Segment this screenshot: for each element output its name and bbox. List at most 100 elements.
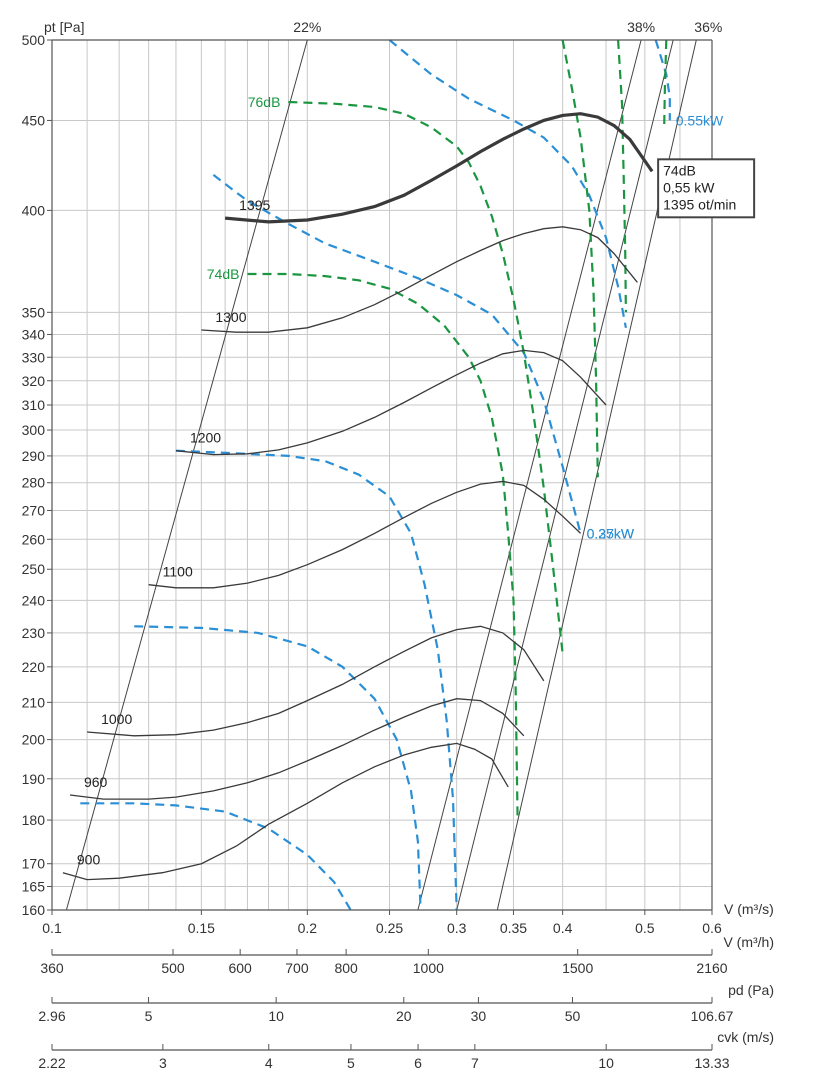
speed-curve-1200 [175,349,607,456]
speed-curve-label: 1300 [215,309,246,325]
secondary-tick-label: 800 [334,960,358,976]
speed-curve-1100 [148,480,582,589]
x-tick-label: 0.15 [188,920,215,936]
y-tick-label: 230 [22,625,46,641]
system-line [456,39,674,911]
y-tick-label: 165 [22,879,46,895]
speed-curve-900 [62,742,509,881]
speed-curve-960 [69,698,525,800]
y-tick-label: 320 [22,373,46,389]
noise-label: 76dB [248,94,281,110]
speed-curve-1000 [87,625,545,737]
y-tick-label: 330 [22,349,46,365]
secondary-tick-label: 20 [396,1008,412,1024]
noise-curve [663,39,668,126]
system-line [65,39,308,911]
y-tick-label: 310 [22,397,46,413]
secondary-tick-label: 5 [145,1008,153,1024]
secondary-tick-label: 13.33 [694,1055,729,1071]
power-label: 0.55kW [676,112,724,128]
system-line [417,39,642,911]
x-tick-label: 0.5 [635,920,655,936]
y-tick-label: 500 [22,32,46,48]
gridlines [51,39,713,911]
x-tick-label: 0.6 [702,920,722,936]
secondary-tick-label: 4 [265,1055,273,1071]
x-tick-label: 0.25 [376,920,403,936]
y-tick-label: 340 [22,326,46,342]
y-tick-label: 160 [22,902,46,918]
noise-curve [617,39,627,313]
power-curve [175,449,458,911]
noise-curve [561,39,599,478]
power-curve [134,625,422,911]
efficiency-label: 36% [694,19,722,35]
secondary-tick-label: 2160 [696,960,727,976]
y-tick-label: 300 [22,422,46,438]
y-tick-label: 240 [22,592,46,608]
chart-annotations: 900 960 1000 1100 1200 1300 1395 22% 38% 36% 76dB 7… [77,19,756,868]
secondary-tick-label: 10 [598,1055,614,1071]
info-box-line: 74dB [663,162,696,178]
y-tick-label: 190 [22,771,46,787]
y-tick-label: 250 [22,561,46,577]
speed-curve-label: 1000 [101,711,132,727]
x-tick-label: 0.4 [553,920,573,936]
secondary-tick-label: 30 [471,1008,487,1024]
secondary-tick-label: 7 [471,1055,479,1071]
y-tick-label: 450 [22,112,46,128]
secondary-tick-label: 106.67 [691,1008,734,1024]
x-tick-label: 0.35 [500,920,527,936]
y-tick-label: 210 [22,694,46,710]
x-axis-title: V (m³/s) [724,901,774,917]
secondary-tick-label: 1000 [413,960,444,976]
y-tick-label: 200 [22,732,46,748]
x-tick-label: 0.3 [447,920,467,936]
secondary-tick-label: 700 [285,960,309,976]
power-label: 0.25kW [587,525,635,541]
speed-curve-label: 1395 [239,197,270,213]
secondary-tick-label: 50 [565,1008,581,1024]
speed-curve-label: 1100 [163,564,193,580]
info-box-line: 0,55 kW [663,179,715,195]
secondary-axis-title: V (m³/h) [723,934,774,950]
y-tick-label: 280 [22,475,46,491]
speed-curve-label: 960 [84,774,108,790]
info-box-line: 1395 ot/min [663,196,736,212]
secondary-tick-label: 360 [40,960,64,976]
y-tick-label: 270 [22,502,46,518]
y-tick-label: 180 [22,812,46,828]
speed-curve-1300 [201,226,638,333]
secondary-tick-label: 600 [228,960,252,976]
power-curve [388,39,627,329]
power-curve [80,802,352,911]
secondary-tick-label: 5 [347,1055,355,1071]
efficiency-label: 22% [293,19,321,35]
power-label: 0.37kW [587,525,635,541]
secondary-tick-label: 3 [159,1055,167,1071]
chart-axes: 160 165 170 180 190 200 210 220 230 240 250 260 270 2… [22,19,774,936]
secondary-tick-label: 2.96 [38,1008,65,1024]
y-axis-title: pt [Pa] [44,19,84,35]
secondary-axis-title: pd (Pa) [728,982,774,998]
secondary-tick-label: 500 [161,960,185,976]
y-tick-label: 260 [22,531,46,547]
noise-curve [288,100,564,654]
x-tick-label: 0.2 [298,920,318,936]
secondary-axis-title: cvk (m/s) [717,1029,774,1045]
chart-series [62,39,697,911]
secondary-axes: 360 500 600 700 800 1000 1500 2160 V (m³/h) 2.96 5… [38,934,774,1071]
secondary-tick-label: 2.22 [38,1055,65,1071]
y-tick-label: 220 [22,659,46,675]
efficiency-label: 38% [627,19,655,35]
noise-label: 74dB [207,266,240,282]
secondary-tick-label: 6 [414,1055,422,1071]
power-curve [654,39,671,121]
secondary-tick-label: 1500 [562,960,593,976]
y-tick-label: 400 [22,202,46,218]
secondary-tick-label: 10 [268,1008,284,1024]
info-box-frame [657,158,756,219]
x-tick-label: 0.1 [42,920,62,936]
